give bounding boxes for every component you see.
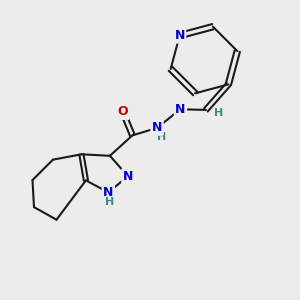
Text: H: H (157, 133, 166, 142)
Text: N: N (175, 103, 186, 116)
Text: N: N (103, 186, 114, 199)
Text: O: O (118, 106, 128, 118)
Text: N: N (152, 122, 162, 134)
Text: H: H (214, 109, 223, 118)
Text: N: N (174, 29, 185, 42)
Text: N: N (123, 170, 133, 183)
Text: H: H (105, 197, 115, 207)
